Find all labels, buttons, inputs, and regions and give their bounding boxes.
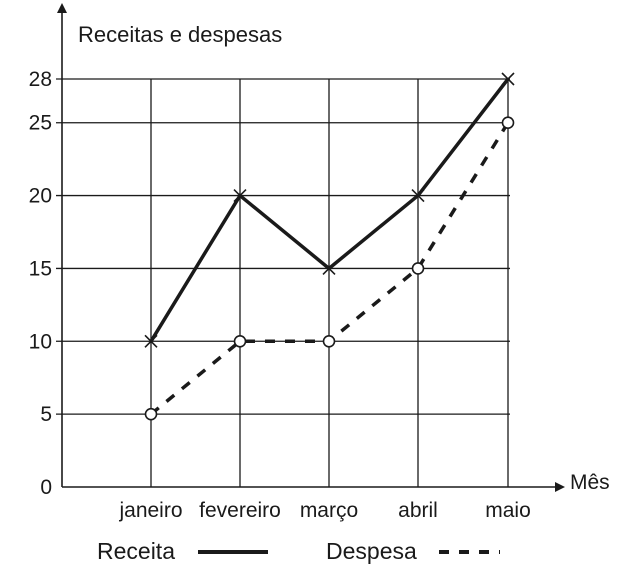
y-axis-label: Receitas e despesas [78,22,282,47]
y-tick-labels: 0 5 10 15 20 25 28 [29,68,52,499]
legend-label-despesa: Despesa [326,538,417,564]
point-despesa-abril [411,262,425,275]
point-receita-abril [411,189,425,203]
y-tick-label-0: 0 [40,476,52,499]
cross-stroke [233,189,247,203]
point-despesa-janeiro [144,407,158,421]
cross-stroke [411,189,425,203]
legend-item-despesa: Despesa [326,538,500,564]
point-despesa-março [322,334,336,348]
y-tick-label-20: 20 [29,185,52,208]
point-despesa-fevereiro [233,334,247,348]
x-tick-label-janeiro: janeiro [118,499,182,522]
cross-stroke [144,334,158,348]
x-tick-label-março: março [300,499,358,522]
y-tick-label-28: 28 [29,68,52,91]
legend-item-receita: Receita [97,538,268,564]
y-tick-label-25: 25 [29,112,52,135]
point-receita-maio [501,72,515,86]
x-axis-label: Mês [570,471,610,494]
cross-stroke [501,72,515,86]
x-tick-label-maio: maio [485,499,531,522]
grid-lines [56,78,510,487]
legend-label-receita: Receita [97,538,175,564]
legend: Receita Despesa [97,538,500,564]
x-tick-labels: janeiro fevereiro março abril maio [118,499,530,522]
point-receita-janeiro [144,334,158,348]
y-tick-label-15: 15 [29,257,52,280]
point-despesa-maio [501,116,515,130]
cross-stroke [322,261,336,275]
axes [57,3,565,492]
y-tick-label-10: 10 [29,330,52,353]
point-receita-fevereiro [233,189,247,203]
x-tick-label-abril: abril [398,499,438,522]
y-tick-label-5: 5 [40,403,52,426]
point-receita-março [322,261,336,275]
x-tick-label-fevereiro: fevereiro [199,499,281,522]
series-group [144,72,515,421]
